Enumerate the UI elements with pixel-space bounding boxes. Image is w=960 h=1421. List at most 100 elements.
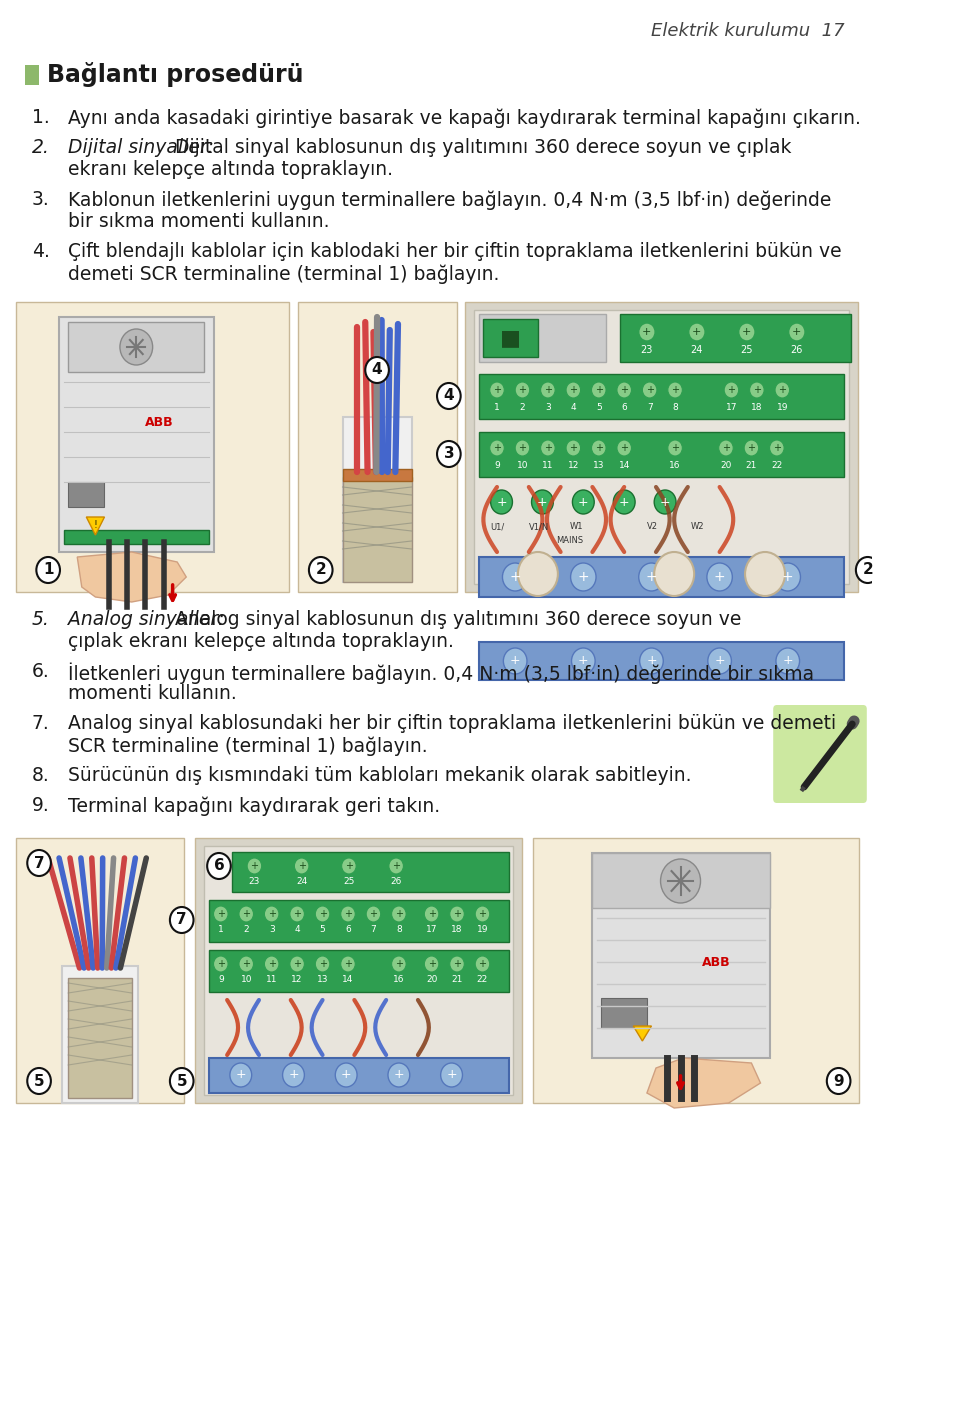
Circle shape xyxy=(449,907,465,922)
Text: SCR terminaline (terminal 1) bağlayın.: SCR terminaline (terminal 1) bağlayın. xyxy=(68,736,428,756)
Text: +: + xyxy=(578,496,588,509)
Text: +: + xyxy=(395,959,403,969)
Circle shape xyxy=(566,441,581,456)
Bar xyxy=(195,838,522,1103)
Circle shape xyxy=(770,441,784,456)
Circle shape xyxy=(617,382,632,398)
Text: Sürücünün dış kısmındaki tüm kabloları mekanik olarak sabitleyin.: Sürücünün dış kısmındaki tüm kabloları m… xyxy=(68,766,691,784)
Text: +: + xyxy=(453,959,461,969)
Text: 25: 25 xyxy=(344,878,354,887)
Bar xyxy=(466,303,857,593)
Text: Analog sinyal kablosunun dış yalıtımını 360 derece soyun ve: Analog sinyal kablosunun dış yalıtımını … xyxy=(176,610,742,630)
Circle shape xyxy=(570,563,596,591)
Circle shape xyxy=(309,557,332,583)
Circle shape xyxy=(750,382,764,398)
Text: Elektrik kurulumu  17: Elektrik kurulumu 17 xyxy=(652,21,845,40)
Bar xyxy=(474,310,849,584)
Text: +: + xyxy=(578,570,589,584)
Bar xyxy=(343,469,412,480)
Circle shape xyxy=(170,907,194,934)
Text: +: + xyxy=(235,1069,246,1081)
Bar xyxy=(479,642,844,681)
Text: ABB: ABB xyxy=(145,415,174,429)
Text: 23: 23 xyxy=(640,345,653,355)
Circle shape xyxy=(532,490,553,514)
Text: +: + xyxy=(782,570,794,584)
Text: +: + xyxy=(493,385,501,395)
Circle shape xyxy=(239,907,253,922)
Text: 8: 8 xyxy=(672,404,678,412)
Text: 22: 22 xyxy=(477,975,488,985)
Text: +: + xyxy=(446,1069,457,1081)
Text: 18: 18 xyxy=(751,404,762,412)
Circle shape xyxy=(856,557,879,583)
Text: +: + xyxy=(692,327,702,337)
Text: 24: 24 xyxy=(296,878,307,887)
Text: 7: 7 xyxy=(647,404,653,412)
Text: 19: 19 xyxy=(477,925,489,935)
Text: +: + xyxy=(493,443,501,453)
Circle shape xyxy=(282,1063,304,1087)
Circle shape xyxy=(475,907,490,922)
Text: 4.: 4. xyxy=(32,242,50,261)
Bar xyxy=(602,998,647,1027)
Text: 3.: 3. xyxy=(32,190,50,209)
Text: +: + xyxy=(478,959,487,969)
Text: +: + xyxy=(544,385,552,395)
Text: +: + xyxy=(792,327,802,337)
Text: +: + xyxy=(251,861,258,871)
Text: +: + xyxy=(344,909,352,919)
Text: Analog sinyal kablosundaki her bir çiftin topraklama iletkenlerini bükün ve deme: Analog sinyal kablosundaki her bir çifti… xyxy=(68,713,836,733)
Text: +: + xyxy=(370,909,377,919)
Text: +: + xyxy=(671,385,679,395)
Text: 8: 8 xyxy=(396,925,401,935)
Text: +: + xyxy=(569,443,577,453)
Text: Dijital sinyaller:: Dijital sinyaller: xyxy=(68,138,214,156)
Circle shape xyxy=(392,907,406,922)
Polygon shape xyxy=(634,1026,652,1042)
Text: +: + xyxy=(268,909,276,919)
Circle shape xyxy=(475,956,490,972)
Text: +: + xyxy=(344,959,352,969)
Text: 7: 7 xyxy=(371,925,376,935)
Circle shape xyxy=(571,648,595,674)
Text: 24: 24 xyxy=(690,345,703,355)
Circle shape xyxy=(341,956,355,972)
Text: Çift blendajlı kablolar için kablodaki her bir çiftin topraklama iletkenlerini b: Çift blendajlı kablolar için kablodaki h… xyxy=(68,242,842,261)
Text: 18: 18 xyxy=(451,925,463,935)
Circle shape xyxy=(789,323,805,341)
Circle shape xyxy=(290,956,304,972)
Circle shape xyxy=(389,858,403,874)
Text: +: + xyxy=(293,909,301,919)
Text: +: + xyxy=(217,909,225,919)
Circle shape xyxy=(392,956,406,972)
Text: 1.: 1. xyxy=(32,108,50,126)
Text: 4: 4 xyxy=(295,925,300,935)
Bar xyxy=(592,853,770,908)
Bar xyxy=(204,845,514,1096)
Circle shape xyxy=(490,382,504,398)
Text: +: + xyxy=(427,909,436,919)
Bar xyxy=(534,838,858,1103)
Text: +: + xyxy=(742,327,752,337)
Text: !: ! xyxy=(93,520,97,530)
Circle shape xyxy=(688,323,705,341)
Text: +: + xyxy=(671,443,679,453)
Text: 9: 9 xyxy=(494,462,500,470)
Text: 17: 17 xyxy=(726,404,737,412)
Text: 16: 16 xyxy=(669,462,681,470)
Bar xyxy=(61,966,138,1103)
Circle shape xyxy=(437,384,461,409)
Text: 20: 20 xyxy=(426,975,437,985)
Bar xyxy=(68,978,132,1098)
Text: 23: 23 xyxy=(249,878,260,887)
Circle shape xyxy=(27,850,51,875)
Text: +: + xyxy=(714,570,726,584)
Text: +: + xyxy=(569,385,577,395)
Text: ■: ■ xyxy=(500,328,521,348)
Circle shape xyxy=(170,1069,194,1094)
Circle shape xyxy=(654,490,676,514)
Circle shape xyxy=(613,490,636,514)
Text: 7: 7 xyxy=(177,912,187,928)
Text: +: + xyxy=(537,496,548,509)
